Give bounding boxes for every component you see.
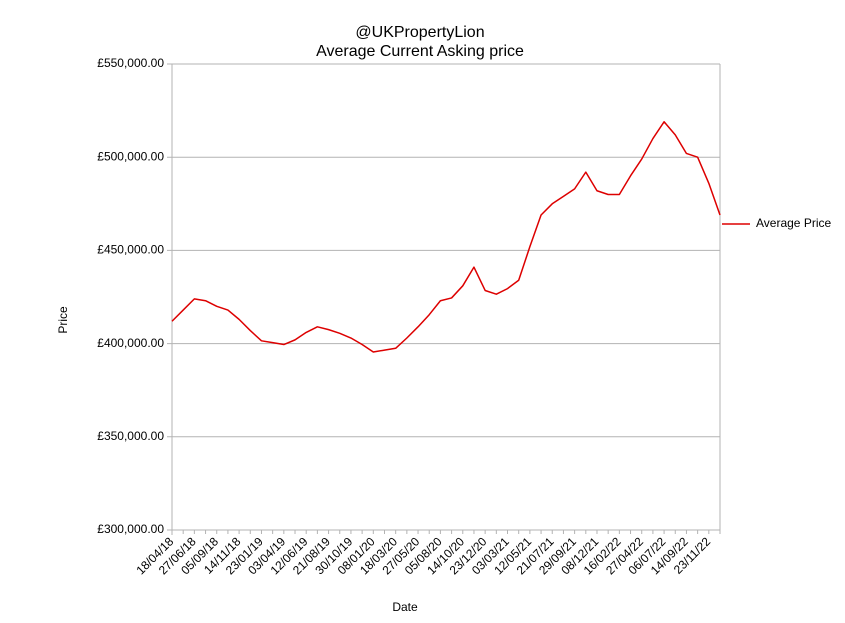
y-tick-label: £400,000.00 [97,336,164,350]
y-tick-label: £550,000.00 [97,56,164,70]
y-axis-label: Price [56,306,70,334]
x-axis-label: Date [392,600,418,614]
chart-subtitle: Average Current Asking price [316,43,524,60]
chart-title: @UKPropertyLion [355,24,484,41]
legend-label: Average Price [756,216,831,230]
line [171,121,721,353]
y-tick-label: £350,000.00 [97,429,164,443]
y-tick-label: £300,000.00 [97,522,164,536]
y-tick-label: £500,000.00 [97,149,164,163]
y-tick-label: £450,000.00 [97,243,164,257]
